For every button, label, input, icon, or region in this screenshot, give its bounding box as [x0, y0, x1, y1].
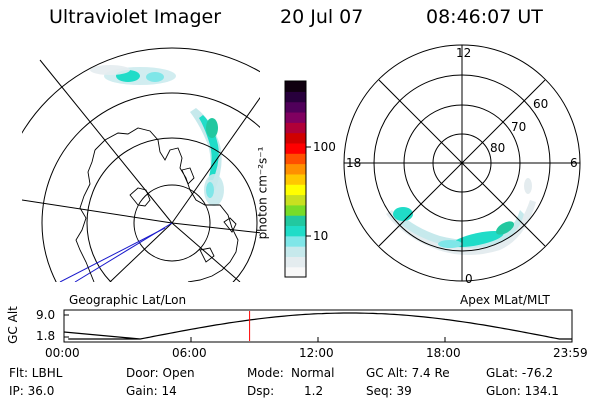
colorbar-segment	[285, 256, 306, 268]
geo-panel-label: Geographic Lat/Lon	[69, 293, 187, 307]
colorbar-segment	[285, 122, 306, 134]
colorbar-segment	[285, 204, 306, 216]
colorbar-segment	[285, 173, 306, 185]
mlt-label-0: 0	[465, 272, 473, 286]
colorbar-segment	[285, 153, 306, 165]
info-dsp-value: 1.2	[304, 384, 324, 398]
aurora-emission-geo	[90, 65, 224, 206]
coastline	[75, 127, 239, 282]
info-mode-value: Normal	[291, 366, 335, 380]
colorbar-label-10: 10	[313, 229, 329, 243]
apex-mlt-lines	[344, 45, 580, 281]
mlat-label-70: 70	[511, 120, 527, 134]
mlat-label-80: 80	[490, 141, 506, 155]
colorbar-segment	[285, 111, 306, 123]
info-dsp-label: Dsp:	[247, 384, 275, 398]
geographic-map	[22, 47, 260, 282]
timeline-tick-1200: 12:00	[299, 346, 334, 360]
aurora-emission-apex	[386, 178, 536, 255]
info-seq: Seq: 39	[366, 384, 412, 398]
info-glat: GLat: -76.2	[486, 366, 553, 380]
colorbar-segment	[285, 266, 306, 278]
timeline-axis-title: GC Alt	[5, 306, 20, 344]
info-filter: Flt: LBHL	[9, 366, 63, 380]
colorbar	[285, 81, 306, 278]
timeline-tick-0600: 06:00	[172, 346, 207, 360]
geo-latitude-circles	[22, 47, 260, 282]
colorbar-segment	[285, 194, 306, 206]
info-ip: IP: 36.0	[9, 384, 55, 398]
apex-panel-label: Apex MLat/MLT	[460, 293, 550, 307]
geo-meridians	[22, 59, 260, 282]
colorbar-segment	[285, 184, 306, 196]
timeline-tick-2359: 23:59	[553, 346, 588, 360]
timeline-ymax: 9.0	[36, 308, 56, 322]
mlt-label-6: 6	[570, 156, 578, 170]
colorbar-unit-label: photon cm⁻²s⁻¹	[255, 146, 270, 240]
colorbar-segment	[285, 81, 306, 92]
colorbar-segment	[285, 235, 306, 247]
time-label: 08:46:07 UT	[426, 6, 543, 28]
timeline-ymin: 1.8	[36, 329, 56, 343]
mlt-label-18: 18	[346, 156, 362, 170]
info-door: Door: Open	[126, 366, 195, 380]
colorbar-segment	[285, 246, 306, 257]
timeline-tick-1800: 18:00	[426, 346, 461, 360]
timeline-ticks	[63, 314, 573, 342]
colorbar-segment	[285, 215, 306, 227]
colorbar-segment	[285, 132, 306, 144]
satellite-track	[59, 222, 173, 282]
colorbar-segment	[285, 225, 306, 237]
colorbar-segment	[285, 91, 306, 103]
colorbar-segment	[285, 163, 306, 175]
app-title: Ultraviolet Imager	[49, 6, 222, 28]
colorbar-frame	[284, 80, 307, 278]
gc-altitude-curve	[63, 312, 572, 340]
info-gc-alt: GC Alt: 7.4 Re	[366, 366, 450, 380]
apex-map	[386, 178, 536, 255]
info-mode-label: Mode:	[247, 366, 284, 380]
colorbar-segment	[285, 142, 306, 154]
colorbar-label-100: 100	[313, 140, 336, 154]
colorbar-segment	[285, 101, 306, 113]
mlt-label-12: 12	[456, 46, 472, 60]
timeline-tick-0000: 00:00	[45, 346, 80, 360]
info-glon: GLon: 134.1	[486, 384, 559, 398]
mlat-label-60: 60	[533, 97, 549, 111]
date-label: 20 Jul 07	[280, 6, 364, 28]
info-gain: Gain: 14	[126, 384, 177, 398]
